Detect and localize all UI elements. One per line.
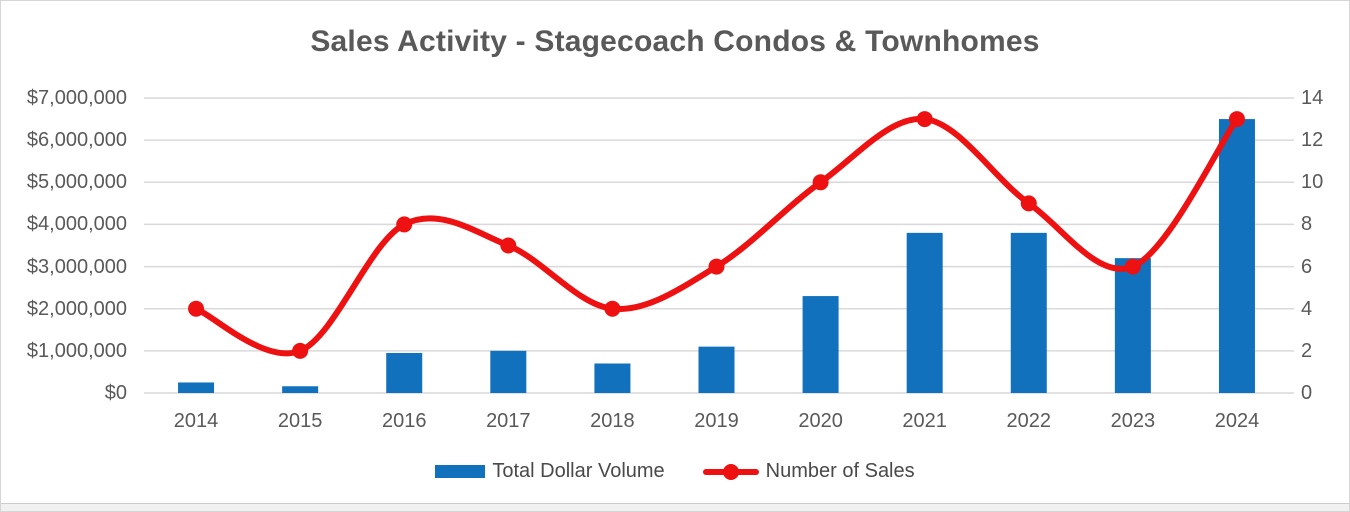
- bar-swatch-icon: [435, 465, 486, 478]
- line-marker-2014: [188, 300, 205, 317]
- bar-2017: [490, 350, 527, 393]
- legend-item-total-dollar-volume: Total Dollar Volume: [435, 460, 665, 483]
- y-right-tick-7: 14: [1301, 87, 1324, 109]
- x-tick-2021: 2021: [902, 410, 947, 432]
- bar-2024: [1218, 119, 1255, 394]
- y-right-tick-4: 8: [1301, 213, 1313, 236]
- x-tick-2020: 2020: [798, 410, 843, 432]
- line-marker-2024: [1228, 111, 1245, 128]
- bar-2015: [282, 386, 319, 393]
- bar-2019: [698, 346, 735, 393]
- x-tick-2019: 2019: [694, 410, 739, 432]
- y-left-tick-6: $6,000,000: [26, 129, 127, 152]
- bar-2021: [906, 232, 943, 393]
- x-tick-2023: 2023: [1110, 410, 1156, 432]
- bar-2018: [594, 363, 631, 393]
- legend-label-number-of-sales: Number of Sales: [765, 460, 915, 482]
- y-right-tick-2: 4: [1301, 297, 1313, 320]
- legend-item-number-of-sales: Number of Sales: [702, 460, 915, 483]
- line-marker-swatch-icon: [702, 463, 759, 480]
- x-tick-2016: 2016: [381, 410, 427, 432]
- line-marker-2021: [916, 111, 933, 128]
- y-left-tick-2: $2,000,000: [26, 297, 127, 320]
- line-marker-2018: [604, 300, 621, 317]
- line-marker-2022: [1020, 195, 1037, 212]
- number-of-sales-line: [193, 116, 1240, 357]
- x-tick-2017: 2017: [486, 410, 531, 432]
- x-tick-2022: 2022: [1006, 410, 1052, 432]
- legend: Total Dollar Volume Number of Sales: [1, 460, 1349, 483]
- bar-2020: [802, 296, 839, 393]
- y-right-tick-0: 0: [1301, 382, 1313, 404]
- line-marker-2020: [812, 174, 829, 191]
- y-right-tick-5: 10: [1301, 171, 1324, 194]
- bar-2022: [1010, 232, 1047, 393]
- y-left-tick-1: $1,000,000: [26, 339, 127, 362]
- y-right-tick-1: 2: [1301, 339, 1313, 362]
- y-right-tick-3: 6: [1301, 255, 1313, 278]
- line-marker-2019: [708, 258, 725, 275]
- bar-2023: [1114, 258, 1151, 393]
- bottom-strip: [1, 503, 1349, 511]
- y-left-tick-7: $7,000,000: [26, 87, 127, 109]
- y-left-tick-5: $5,000,000: [26, 171, 127, 194]
- y-left-tick-4: $4,000,000: [26, 213, 127, 236]
- line-marker-2023: [1124, 258, 1141, 275]
- line-marker-2016: [396, 216, 413, 233]
- x-tick-2024: 2024: [1214, 410, 1260, 432]
- x-tick-2014: 2014: [173, 410, 219, 432]
- y-left-tick-3: $3,000,000: [26, 255, 127, 278]
- chart-title: Sales Activity - Stagecoach Condos & Tow…: [310, 25, 1040, 58]
- line-marker-2015: [292, 342, 309, 359]
- y-right-tick-6: 12: [1301, 129, 1324, 152]
- line-swatch-dot: [722, 463, 739, 480]
- x-tick-2018: 2018: [590, 410, 635, 432]
- legend-label-total-dollar-volume: Total Dollar Volume: [492, 460, 665, 482]
- y-left-tick-0: $0: [104, 382, 127, 404]
- bar-2016: [386, 352, 423, 393]
- x-tick-2015: 2015: [277, 410, 323, 432]
- line-marker-2017: [500, 237, 517, 254]
- bar-2014: [178, 382, 215, 393]
